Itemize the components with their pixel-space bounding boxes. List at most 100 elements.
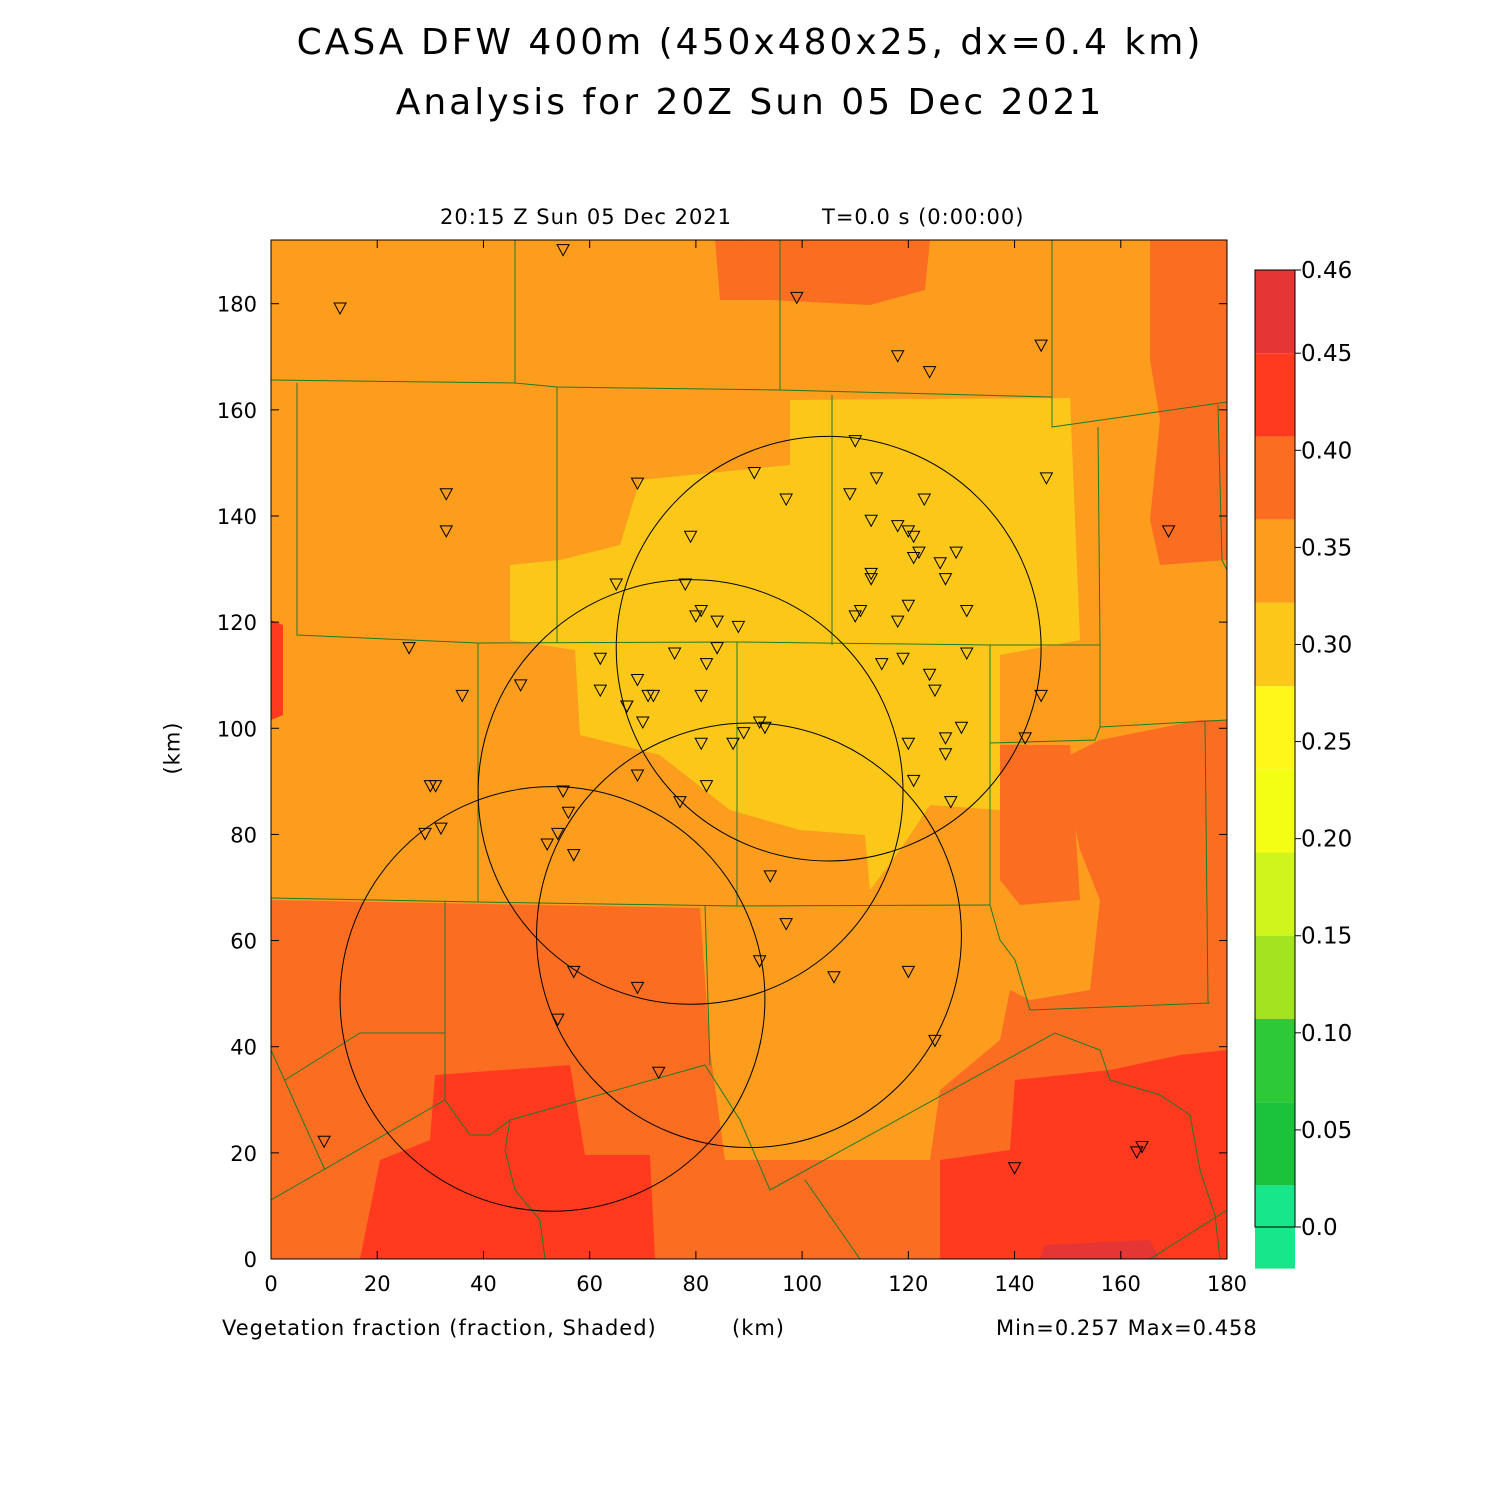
station-marker — [434, 822, 448, 836]
colorbar-label: 0.40 — [1301, 438, 1352, 464]
colorbar: 0.46 0.45 0.40 0.35 0.30 0.25 0.20 0.15 0.10 0.05… — [1254, 258, 1352, 1269]
station-marker — [1018, 732, 1033, 745]
station-marker — [906, 551, 921, 565]
station-marker — [630, 981, 645, 995]
station-marker — [667, 647, 682, 661]
station-marker — [752, 955, 767, 968]
colorbar-segment — [1255, 935, 1295, 1019]
colorbar-segment — [1255, 519, 1295, 603]
radar-range-rings — [339, 435, 1042, 1212]
colorbar-label: 0.25 — [1301, 730, 1352, 756]
x-tick-label: 100 — [782, 1272, 822, 1296]
station-marker — [917, 493, 932, 507]
station-marker — [901, 965, 916, 979]
station-marker — [1161, 525, 1176, 538]
station-marker — [938, 732, 953, 745]
station-marker — [651, 1066, 666, 1080]
station-marker — [710, 642, 724, 655]
station-marker — [630, 769, 645, 783]
station-marker — [848, 435, 863, 448]
station-marker — [731, 620, 746, 634]
colorbar-segment — [1255, 436, 1295, 520]
station-markers — [317, 240, 1176, 1175]
station-marker — [743, 240, 745, 241]
x-tick-label: 0 — [264, 1272, 277, 1296]
station-marker — [333, 302, 347, 316]
station-marker — [689, 610, 703, 623]
colorbar-segment — [1255, 686, 1295, 770]
y-tick-label: 180 — [217, 293, 257, 317]
station-marker — [699, 658, 714, 671]
station-marker — [673, 796, 687, 809]
y-axis: 0 20 40 60 80 100 120 140 160 180 — [217, 293, 1227, 1272]
station-marker — [418, 827, 432, 841]
station-marker — [513, 679, 528, 692]
x-tick-label: 140 — [995, 1272, 1035, 1296]
station-marker — [959, 605, 974, 618]
station-marker — [949, 546, 963, 560]
x-tick-label: 60 — [576, 1272, 603, 1296]
colorbar-segment — [1255, 353, 1295, 437]
station-marker — [864, 514, 878, 528]
station-marker — [928, 684, 942, 698]
station-marker — [758, 721, 772, 735]
y-tick-label: 40 — [230, 1036, 257, 1060]
field-label: Vegetation fraction (fraction, Shaded) — [222, 1316, 657, 1340]
station-marker — [928, 1034, 942, 1048]
station-marker — [550, 1013, 565, 1027]
station-marker — [906, 774, 921, 788]
station-marker — [1034, 689, 1048, 703]
station-marker — [890, 615, 905, 629]
station-marker — [620, 700, 634, 714]
colorbar-label: 0.05 — [1301, 1118, 1352, 1144]
station-marker — [763, 870, 778, 883]
y-tick-label: 20 — [230, 1142, 257, 1166]
valid-time-label: 20:15 Z Sun 05 Dec 2021 — [440, 205, 733, 229]
station-marker — [1039, 472, 1054, 485]
x-tick-label: 80 — [683, 1272, 710, 1296]
plot-frame — [270, 239, 1228, 1260]
colorbar-label: 0.45 — [1301, 341, 1352, 367]
station-marker — [439, 488, 454, 501]
station-marker — [683, 530, 698, 544]
colorbar-label: 0.46 — [1301, 258, 1352, 284]
station-marker — [699, 780, 714, 793]
colorbar-label: 0.20 — [1301, 827, 1352, 853]
station-marker — [630, 477, 645, 491]
field-contour-045-046 — [1040, 1240, 1160, 1259]
station-marker — [455, 689, 470, 703]
station-marker — [896, 652, 910, 666]
x-unit-label: (km) — [732, 1316, 786, 1340]
station-marker — [678, 578, 693, 592]
station-marker — [317, 1135, 331, 1149]
station-marker — [827, 971, 841, 984]
station-marker — [933, 557, 948, 570]
station-marker — [593, 684, 608, 698]
radar-ring — [536, 722, 962, 1149]
x-tick-label: 180 — [1207, 1272, 1247, 1296]
station-marker — [710, 615, 724, 629]
x-tick-label: 160 — [1101, 1272, 1141, 1296]
radar-ring — [615, 435, 1042, 862]
station-marker — [428, 780, 443, 793]
y-tick-label: 120 — [217, 611, 257, 635]
station-marker — [556, 244, 570, 257]
y-tick-label: 0 — [244, 1248, 257, 1272]
y-tick-label: 80 — [230, 823, 257, 847]
colorbar-segment — [1255, 769, 1295, 853]
station-marker — [901, 599, 916, 613]
chart-subtitle: Analysis for 20Z Sun 05 Dec 2021 — [395, 82, 1105, 123]
station-marker — [635, 716, 650, 730]
station-marker — [922, 668, 937, 682]
station-marker — [890, 520, 905, 533]
station-marker — [736, 727, 751, 740]
station-marker — [747, 467, 762, 480]
station-marker — [726, 737, 740, 751]
x-tick-label: 120 — [888, 1272, 928, 1296]
min-max-label: Min=0.257 Max=0.458 — [996, 1316, 1258, 1340]
station-marker — [938, 748, 953, 761]
station-marker — [1007, 1162, 1022, 1175]
station-marker — [593, 652, 608, 666]
station-marker — [938, 573, 953, 586]
station-marker — [869, 472, 884, 485]
